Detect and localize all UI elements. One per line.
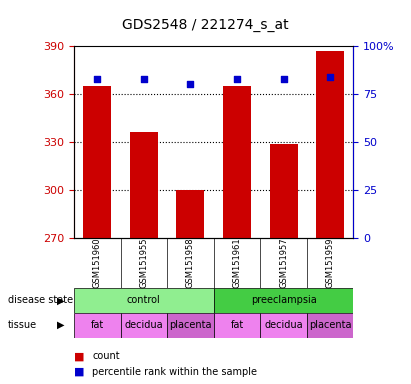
Bar [307, 313, 353, 338]
Point [234, 76, 240, 82]
Text: ▶: ▶ [58, 295, 65, 305]
Text: ■: ■ [74, 367, 85, 377]
Bar [83, 86, 111, 238]
Text: GSM151958: GSM151958 [186, 238, 195, 288]
Text: GSM151955: GSM151955 [139, 238, 148, 288]
Bar [130, 132, 158, 238]
Bar [176, 190, 204, 238]
Text: percentile rank within the sample: percentile rank within the sample [92, 367, 257, 377]
Bar [214, 313, 260, 338]
Text: ■: ■ [74, 351, 85, 361]
Bar [270, 144, 298, 238]
Bar [260, 313, 307, 338]
Text: GSM151960: GSM151960 [93, 238, 102, 288]
Text: disease state: disease state [8, 295, 73, 305]
Text: placenta: placenta [309, 320, 351, 331]
Text: GDS2548 / 221274_s_at: GDS2548 / 221274_s_at [122, 18, 289, 32]
Point [141, 76, 147, 82]
Text: GSM151959: GSM151959 [326, 238, 335, 288]
Text: placenta: placenta [169, 320, 212, 331]
Text: GSM151957: GSM151957 [279, 238, 288, 288]
Text: preeclampsia: preeclampsia [251, 295, 316, 306]
Text: decidua: decidua [264, 320, 303, 331]
Text: ▶: ▶ [58, 320, 65, 330]
Point [187, 81, 194, 88]
Bar [74, 288, 214, 313]
Bar [167, 313, 214, 338]
Point [327, 74, 333, 80]
Bar [74, 313, 120, 338]
Text: fat: fat [91, 320, 104, 331]
Bar [120, 313, 167, 338]
Point [280, 76, 287, 82]
Bar [316, 51, 344, 238]
Text: GSM151961: GSM151961 [233, 238, 242, 288]
Text: fat: fat [231, 320, 244, 331]
Text: decidua: decidua [125, 320, 163, 331]
Bar [223, 86, 251, 238]
Point [94, 76, 101, 82]
Text: tissue: tissue [8, 320, 37, 330]
Text: count: count [92, 351, 120, 361]
Bar [214, 288, 353, 313]
Text: control: control [127, 295, 161, 306]
